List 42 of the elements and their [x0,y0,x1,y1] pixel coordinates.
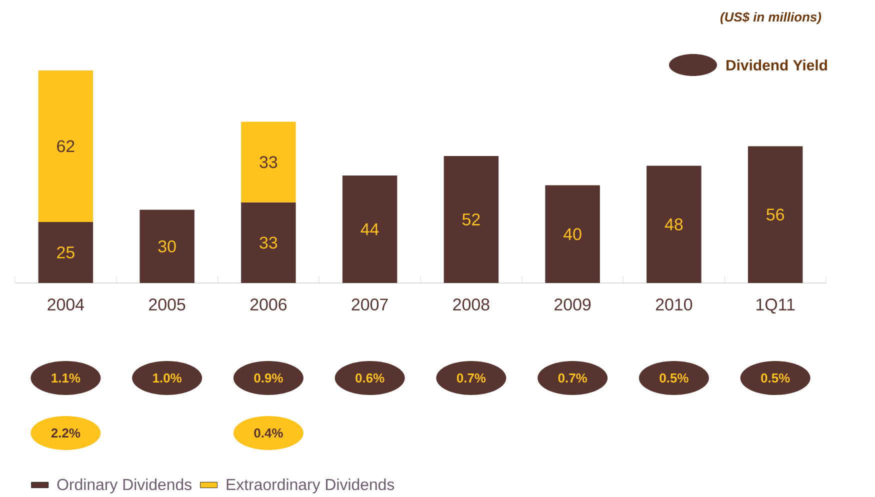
text: 0.7% [456,373,486,383]
x-tick-label: 2010 [656,298,692,311]
text: Dividend Yield [726,60,827,70]
bar [241,122,296,202]
x-tick-label: 2007 [352,298,388,311]
data-label: 25 [57,246,74,258]
data-label: 62 [57,140,74,152]
text: 0.5% [761,373,790,383]
legend-label: Extraordinary Dividends [226,478,394,494]
data-label: 52 [462,213,480,226]
x-tick-label: 2008 [453,298,490,311]
data-label: 44 [360,223,379,236]
bar [38,222,94,283]
bar [38,70,94,222]
x-tick-label: 2006 [250,298,287,311]
text: 1.0% [153,373,182,383]
data-label: 48 [664,218,683,230]
data-label: 40 [564,228,582,240]
data-label: 33 [260,236,278,249]
text: 0.5% [660,373,688,383]
x-tick-label: 2004 [48,298,84,311]
x-tick-label: 2005 [149,298,186,311]
bar [342,176,398,283]
bar [748,146,803,283]
x-tick-label: 2009 [554,298,591,311]
bar [241,202,296,283]
bar [646,166,702,283]
text: 2.2% [51,428,80,438]
text: (US$ in millions) [720,12,822,24]
text: 0.4% [254,428,283,438]
legend-label: Ordinary Dividends [57,478,192,494]
bar [545,185,600,283]
data-label: 33 [260,156,278,168]
text: 1.1% [52,373,80,383]
data-label: 56 [766,208,784,221]
data-label: 30 [158,240,176,252]
x-tick-label: 1Q11 [756,298,795,314]
text: 0.7% [558,373,587,383]
bar [444,156,499,283]
bar [140,210,194,283]
text: 0.6% [356,373,384,383]
text: 0.9% [254,373,283,383]
